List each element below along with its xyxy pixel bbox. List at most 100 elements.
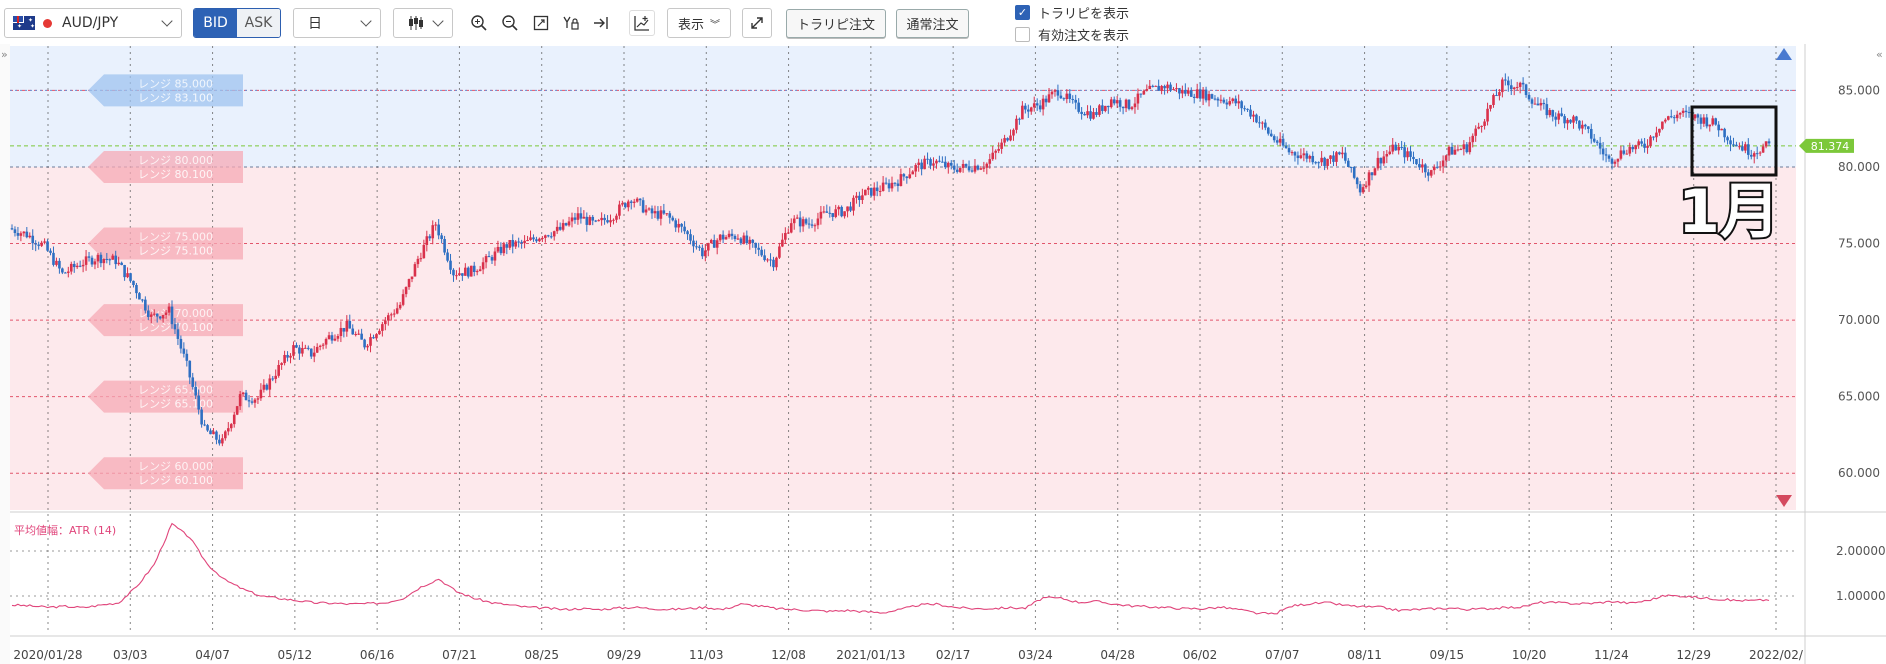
candle: [369, 337, 372, 346]
candle: [552, 231, 556, 237]
candle: [641, 200, 645, 213]
checkbox-checked-icon[interactable]: ✓: [1015, 5, 1030, 20]
candle: [1326, 158, 1329, 166]
candle: [1311, 155, 1315, 163]
display-menu-button[interactable]: 表示 ︾: [667, 8, 731, 38]
candle: [286, 354, 289, 358]
y-tick-label: 80.000: [1838, 160, 1880, 174]
candle: [1412, 156, 1415, 160]
fullscreen-button[interactable]: [742, 8, 772, 38]
candle: [1264, 122, 1267, 128]
candle: [206, 425, 209, 431]
candle: [1589, 128, 1593, 139]
y-tick-label: 65.000: [1838, 390, 1880, 404]
x-tick-label: 03/24: [1018, 648, 1053, 662]
lock-scale-icon[interactable]: [558, 10, 584, 36]
candle: [1468, 142, 1472, 153]
candle: [1518, 82, 1522, 87]
candle: [567, 221, 571, 226]
candle: [149, 314, 153, 317]
candle: [475, 271, 479, 273]
show-trarepi-option[interactable]: ✓ トラリピを表示: [1015, 3, 1129, 22]
candle: [1705, 117, 1709, 127]
candle: [1346, 160, 1350, 167]
candle: [508, 239, 512, 248]
ask-button[interactable]: ASK: [237, 9, 280, 37]
candle: [1471, 135, 1475, 143]
candle: [25, 231, 29, 238]
candle: [200, 409, 203, 425]
bid-button[interactable]: BID: [194, 9, 237, 37]
candle: [1175, 88, 1178, 90]
candle: [671, 217, 675, 221]
candle: [345, 320, 349, 332]
candle: [1228, 101, 1232, 105]
zoom-in-icon[interactable]: [466, 10, 492, 36]
show-active-orders-option[interactable]: 有効注文を表示: [1015, 25, 1129, 44]
price-chart[interactable]: » « 85.000 80.000 75.000 70.000 65.000 60.000 20…: [0, 44, 1886, 664]
y-tick-label: 75.000: [1838, 237, 1880, 251]
candle: [665, 213, 669, 215]
candle: [1332, 155, 1335, 162]
candle: [108, 259, 112, 261]
candle: [1634, 145, 1638, 150]
candle: [902, 174, 906, 177]
candle: [1693, 114, 1697, 119]
candle: [1012, 129, 1015, 136]
candle: [434, 224, 438, 226]
candle: [1104, 105, 1107, 111]
checkbox-unchecked-icon[interactable]: [1015, 27, 1030, 42]
candle: [123, 265, 126, 278]
scroll-latest-icon[interactable]: [588, 10, 614, 36]
candle: [869, 187, 873, 196]
candle: [1581, 124, 1584, 129]
x-tick-label: 2020/01/28: [13, 648, 82, 662]
candle: [161, 315, 165, 319]
show-active-orders-label: 有効注文を表示: [1038, 29, 1130, 44]
currency-pair-select[interactable]: ✦ ✦ ✦ AUD/JPY: [4, 8, 182, 38]
candle: [452, 269, 455, 276]
trarepi-order-button[interactable]: トラリピ注文: [786, 9, 886, 38]
timeframe-select[interactable]: 日: [293, 8, 381, 38]
candle: [1050, 91, 1054, 95]
candle: [1613, 161, 1617, 164]
australia-flag-icon: ✦ ✦ ✦: [13, 16, 35, 30]
candle: [1269, 133, 1273, 137]
zoom-out-icon[interactable]: [497, 10, 523, 36]
candle: [1474, 128, 1478, 136]
candle: [549, 236, 553, 238]
candle: [807, 223, 811, 225]
candle: [1548, 110, 1552, 116]
candle: [784, 232, 787, 240]
candle: [1678, 113, 1682, 115]
candle: [1261, 122, 1264, 124]
candle: [786, 232, 790, 234]
candle: [138, 293, 141, 300]
normal-order-button[interactable]: 通常注文: [896, 9, 969, 38]
candle: [884, 182, 888, 184]
fit-screen-icon[interactable]: [528, 10, 554, 36]
chart-area[interactable]: » « 85.000 80.000 75.000 70.000 65.000 60.000 20…: [0, 44, 1886, 664]
candle: [505, 244, 509, 248]
candle: [1391, 144, 1395, 152]
candle: [932, 163, 935, 166]
candle: [591, 216, 595, 221]
x-tick-label: 08/11: [1347, 648, 1382, 662]
candle: [855, 195, 858, 198]
add-indicator-icon[interactable]: [629, 10, 655, 36]
candle: [502, 244, 506, 254]
candle: [1560, 113, 1563, 117]
candle: [301, 348, 304, 354]
candle: [1335, 152, 1338, 162]
candle: [706, 243, 710, 251]
candle: [864, 189, 867, 196]
candle: [721, 234, 725, 240]
candle: [1415, 159, 1418, 165]
scroll-down-arrow-icon: [1776, 495, 1792, 507]
range-tag-label: レンジ 85.000: [138, 77, 213, 90]
candle: [1198, 89, 1202, 99]
candle: [1284, 145, 1288, 149]
candle: [1024, 105, 1027, 110]
candle: [16, 233, 20, 236]
chart-type-select[interactable]: [393, 8, 453, 38]
